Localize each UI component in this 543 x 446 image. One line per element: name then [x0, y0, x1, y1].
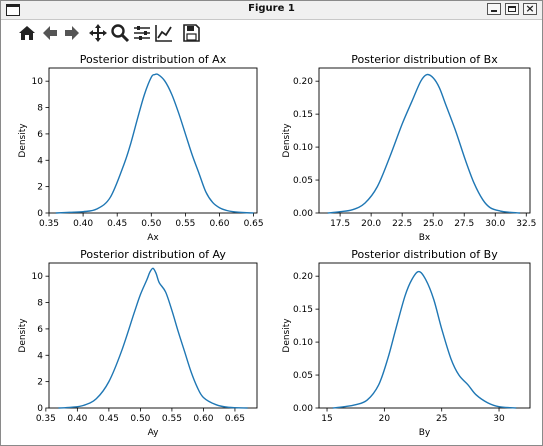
- x-tick-label: 15: [321, 414, 332, 424]
- x-tick-label: 0.65: [244, 219, 264, 229]
- y-tick-label: 0.00: [293, 404, 313, 414]
- subplot-4: Posterior distribution of By 15 20 25 30 0.00…: [282, 248, 531, 438]
- axes-title: Posterior distribution of By: [351, 248, 498, 261]
- x-tick-label: 0.60: [193, 414, 213, 424]
- forward-button[interactable]: [62, 23, 82, 43]
- x-tick-label: 0.35: [39, 219, 59, 229]
- subplots-config-icon: [134, 26, 150, 40]
- x-tick-label: 0.40: [73, 219, 93, 229]
- x-tick-label: 32.5: [516, 219, 536, 229]
- close-icon: ×: [525, 2, 535, 15]
- zoom-button[interactable]: [110, 23, 130, 43]
- y-tick-label: 0.15: [293, 110, 313, 120]
- y-tick-label: 0.05: [293, 176, 313, 186]
- y-axis-label: Density: [282, 123, 292, 158]
- home-icon: [19, 26, 35, 40]
- x-tick-label: 0.40: [67, 414, 87, 424]
- y-tick-label: 8: [37, 104, 43, 114]
- axes-frame: [318, 262, 531, 409]
- maximize-button[interactable]: [505, 3, 519, 15]
- back-icon: [43, 26, 57, 40]
- axes-frame: [48, 67, 258, 214]
- home-button[interactable]: [17, 23, 37, 43]
- figure-canvas[interactable]: Posterior distribution of Ax 0.35 0.40 0.45…: [1, 47, 542, 445]
- y-axis-label: Density: [18, 318, 28, 353]
- y-tick-label: 0.10: [293, 338, 313, 348]
- title-bar[interactable]: Figure 1 ×: [1, 1, 542, 20]
- y-tick-label: 10: [32, 77, 44, 87]
- density-curve: [327, 73, 521, 214]
- x-tick-label: 0.55: [162, 414, 182, 424]
- axes-title: Posterior distribution of Ay: [80, 248, 226, 261]
- y-tick-label: 6: [37, 325, 43, 335]
- x-tick-label: 0.35: [36, 414, 56, 424]
- save-icon: [183, 24, 200, 42]
- x-tick-label: 0.50: [130, 414, 150, 424]
- x-tick-label: 0.45: [99, 414, 119, 424]
- navigation-toolbar: [1, 20, 542, 46]
- axes-frame: [48, 262, 258, 409]
- x-tick-label: 20: [379, 414, 391, 424]
- y-axis-label: Density: [18, 123, 28, 158]
- zoom-icon: [111, 24, 130, 43]
- x-tick-label: 25: [436, 414, 447, 424]
- y-tick-label: 4: [37, 156, 43, 166]
- x-axis-label: By: [419, 428, 431, 438]
- axes-frame: [318, 67, 531, 214]
- subplot-1: Posterior distribution of Ax 0.35 0.40 0.45…: [18, 53, 264, 243]
- y-tick-label: 0.20: [293, 272, 313, 282]
- y-tick-label: 0: [37, 404, 43, 414]
- y-tick-label: 0.00: [293, 209, 313, 219]
- x-tick-label: 0.65: [225, 414, 245, 424]
- subplot-3: Posterior distribution of Ay 0.35 0.40 0.45…: [18, 248, 258, 438]
- y-tick-label: 4: [37, 351, 43, 361]
- edit-axes-button[interactable]: [154, 23, 174, 43]
- save-button[interactable]: [181, 23, 201, 43]
- y-tick-label: 10: [32, 272, 44, 282]
- y-tick-label: 0.15: [293, 305, 313, 315]
- x-tick-label: 0.50: [141, 219, 161, 229]
- x-tick-label: 30.0: [485, 219, 505, 229]
- close-button[interactable]: ×: [523, 2, 537, 15]
- axes-title: Posterior distribution of Ax: [80, 53, 227, 66]
- y-tick-label: 8: [37, 299, 43, 309]
- y-tick-label: 2: [37, 378, 43, 388]
- y-tick-label: 0.10: [293, 143, 313, 153]
- y-axis-label: Density: [282, 318, 292, 353]
- x-tick-label: 25.0: [423, 219, 443, 229]
- x-tick-label: 27.5: [454, 219, 474, 229]
- density-curve: [58, 267, 248, 409]
- x-axis-label: Bx: [419, 233, 431, 243]
- x-tick-label: 0.55: [175, 219, 195, 229]
- y-tick-label: 0.20: [293, 77, 313, 87]
- edit-axes-icon: [155, 25, 172, 42]
- y-tick-label: 0.05: [293, 371, 313, 381]
- density-curve: [332, 270, 517, 409]
- window-icon: [6, 4, 20, 16]
- y-tick-label: 0: [37, 209, 43, 219]
- x-tick-label: 20.0: [361, 219, 381, 229]
- x-tick-label: 0.45: [107, 219, 127, 229]
- density-curve: [55, 73, 254, 214]
- x-axis-label: Ay: [148, 428, 160, 438]
- x-axis-label: Ax: [147, 233, 159, 243]
- y-tick-label: 2: [37, 183, 43, 193]
- pan-button[interactable]: [88, 23, 108, 43]
- x-tick-label: 0.60: [209, 219, 229, 229]
- back-button[interactable]: [40, 23, 60, 43]
- window-title: Figure 1: [248, 3, 295, 14]
- x-tick-label: 30: [493, 414, 505, 424]
- forward-icon: [65, 26, 79, 40]
- x-tick-label: 17.5: [330, 219, 350, 229]
- subplot-2: Posterior distribution of Bx 17.5 20.0 22.5…: [282, 53, 536, 243]
- subplots-config-button[interactable]: [132, 23, 152, 43]
- pan-icon: [89, 24, 107, 42]
- minimize-button[interactable]: [487, 3, 501, 15]
- y-tick-label: 6: [37, 130, 43, 140]
- axes-title: Posterior distribution of Bx: [351, 53, 498, 66]
- x-tick-label: 22.5: [392, 219, 412, 229]
